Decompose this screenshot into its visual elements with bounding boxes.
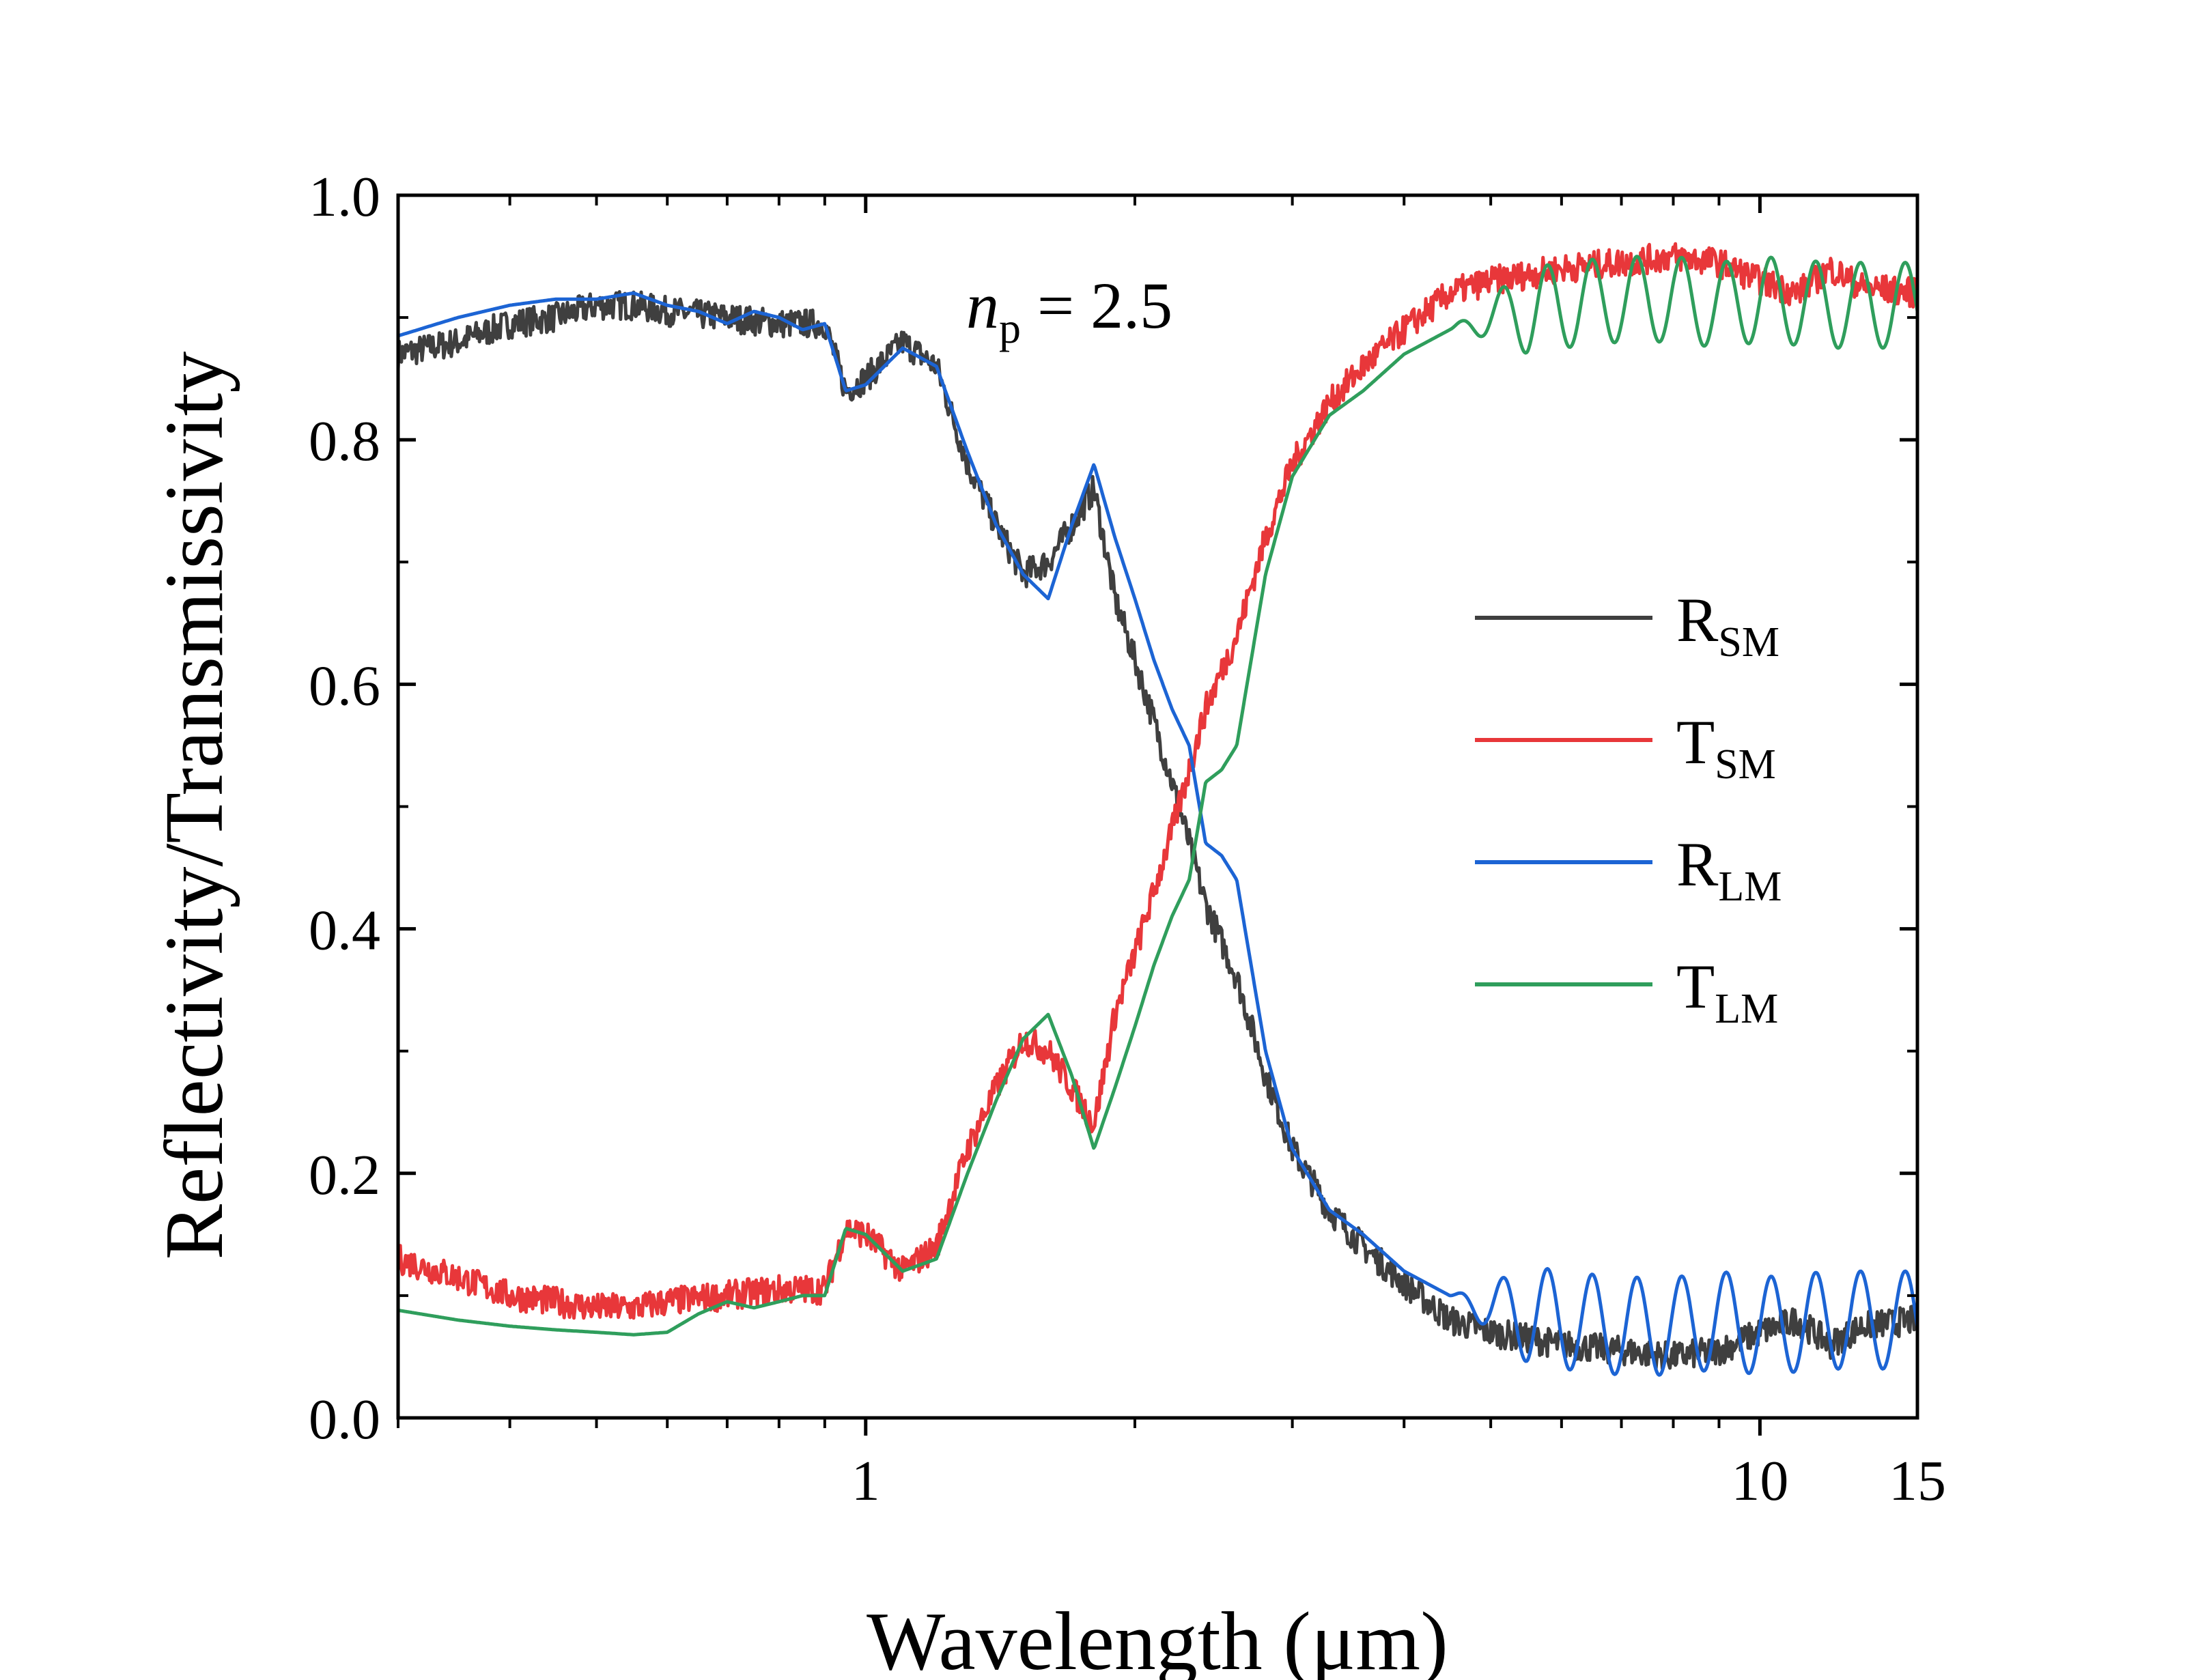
series-line-t-sm — [396, 242, 1919, 1320]
annotation-variable: n — [966, 269, 999, 342]
legend-label-t-lm: TLM — [1676, 952, 1778, 1032]
y-tick-label: 0.6 — [309, 654, 380, 717]
series-line-r-lm — [397, 291, 1919, 1377]
y-tick-label: 0.0 — [309, 1388, 380, 1451]
annotation-subscript: p — [999, 304, 1021, 352]
x-tick-label: 10 — [1731, 1449, 1788, 1513]
x-axis-title: Wavelength (μm) — [867, 1595, 1448, 1680]
series-line-t-lm — [397, 255, 1919, 1337]
y-tick-label: 0.4 — [309, 899, 380, 963]
legend-label-r-lm: RLM — [1676, 829, 1782, 910]
refractive-index-annotation: np = 2.5 — [966, 269, 1172, 352]
x-tick-label: 1 — [851, 1449, 880, 1513]
y-axis-title: Reflectivity/Transmissivity — [148, 352, 240, 1260]
ticks-layer — [397, 193, 1917, 1436]
x-tick-label: 15 — [1889, 1449, 1946, 1513]
y-tick-label: 0.8 — [309, 410, 380, 473]
series-layer — [396, 242, 1919, 1377]
legend: RSM TSM RLM TLM — [1475, 585, 1782, 1032]
annotation-value: = 2.5 — [1021, 269, 1172, 342]
legend-label-t-sm: TSM — [1676, 707, 1776, 788]
y-tick-label: 1.0 — [309, 165, 380, 229]
y-tick-label: 0.2 — [309, 1143, 380, 1207]
legend-label-r-sm: RSM — [1676, 585, 1779, 666]
labels-layer: 0.0 0.2 0.4 0.6 0.8 1.0 1 10 15 — [309, 165, 1946, 1513]
